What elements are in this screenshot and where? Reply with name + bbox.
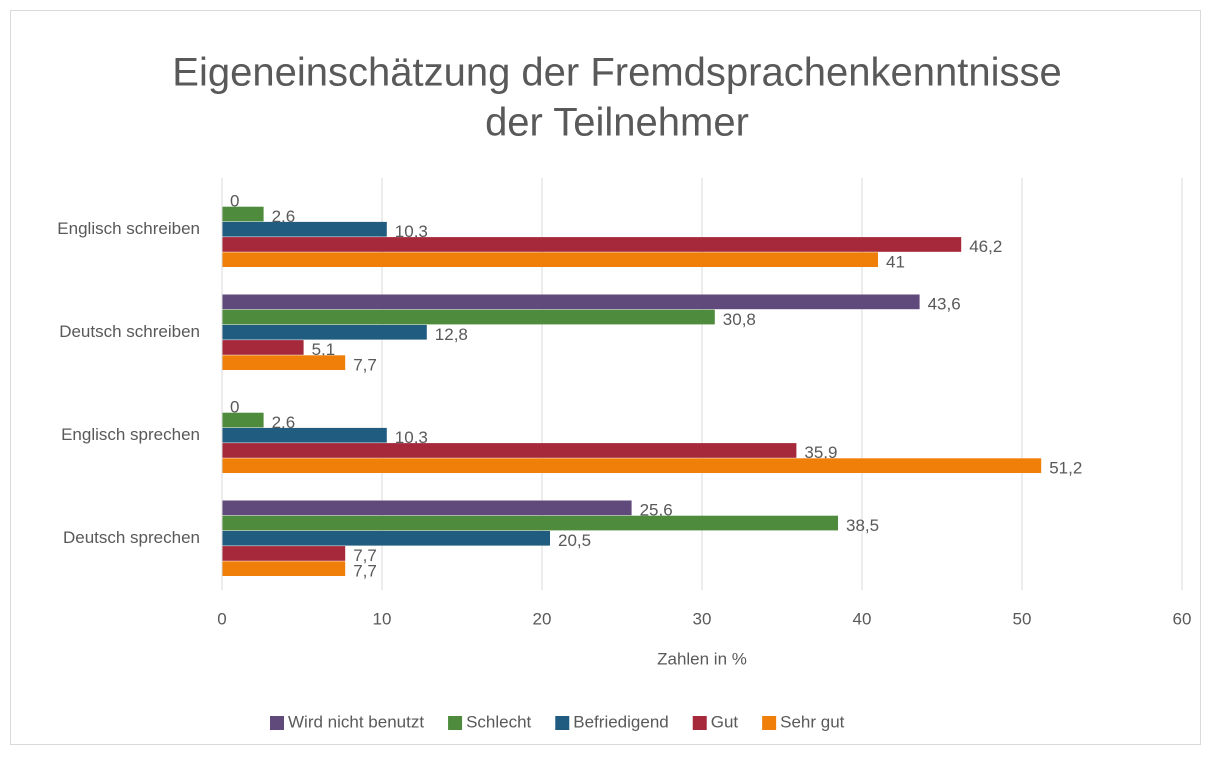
chart-border — [10, 10, 1201, 745]
x-tick-label: 20 — [533, 609, 552, 628]
bar — [222, 206, 264, 222]
bar — [222, 309, 715, 325]
x-tick-label: 60 — [1173, 609, 1192, 628]
bar — [222, 355, 346, 370]
legend-swatch — [692, 716, 707, 730]
legend-label: Wird nicht benutzt — [288, 712, 424, 731]
bar — [222, 515, 838, 531]
y-tick-label: Deutsch sprechen — [63, 528, 200, 547]
legend-swatch — [555, 716, 570, 730]
bar — [222, 294, 920, 310]
legend-swatch — [762, 716, 777, 730]
data-label: 10,3 — [395, 222, 428, 241]
data-label: 38,5 — [846, 516, 879, 535]
legend-swatch — [270, 716, 284, 730]
data-label: 20,5 — [558, 531, 591, 550]
bar — [222, 324, 427, 340]
data-label: 0 — [230, 192, 239, 211]
bar — [222, 221, 387, 237]
data-label: 46,2 — [969, 237, 1002, 256]
data-label: 2,6 — [272, 207, 296, 226]
bar — [222, 412, 264, 428]
data-label: 10,3 — [395, 428, 428, 447]
bar — [222, 458, 1042, 473]
legend-label: Sehr gut — [780, 712, 845, 731]
bar — [222, 530, 550, 546]
bar — [222, 427, 387, 443]
data-label: 0 — [230, 398, 239, 417]
bar — [222, 237, 962, 252]
data-label: 12,8 — [435, 325, 468, 344]
bar — [222, 340, 304, 355]
data-label: 51,2 — [1049, 458, 1082, 477]
y-tick-label: Deutsch schreiben — [59, 322, 200, 341]
y-tick-label: Englisch sprechen — [61, 425, 200, 444]
x-tick-label: 10 — [373, 609, 392, 628]
data-label: 25,6 — [640, 501, 673, 520]
legend-swatch — [448, 716, 463, 730]
bar — [222, 252, 878, 267]
x-tick-label: 0 — [217, 609, 226, 628]
legend-label: Gut — [711, 712, 739, 731]
data-label: 35,9 — [804, 443, 837, 462]
bar — [222, 443, 797, 458]
bar — [222, 561, 346, 576]
data-label: 30,8 — [723, 310, 756, 329]
data-label: 2,6 — [272, 413, 296, 432]
legend-label: Schlecht — [466, 712, 531, 731]
x-tick-label: 30 — [693, 609, 712, 628]
chart-title: Eigeneinschätzung der Fremdsprachenkennt… — [172, 51, 1061, 95]
data-label: 7,7 — [353, 355, 377, 374]
chart-title: der Teilnehmer — [485, 101, 749, 145]
legend-label: Befriedigend — [573, 712, 668, 731]
data-label: 7,7 — [353, 546, 377, 565]
data-label: 7,7 — [353, 561, 377, 580]
data-label: 5,1 — [312, 340, 336, 359]
data-label: 43,6 — [928, 295, 961, 314]
x-tick-label: 40 — [853, 609, 872, 628]
x-tick-label: 50 — [1013, 609, 1032, 628]
bar — [222, 500, 632, 516]
bar — [222, 546, 346, 561]
y-tick-label: Englisch schreiben — [57, 219, 200, 238]
x-axis-label: Zahlen in % — [657, 649, 747, 668]
data-label: 41 — [886, 252, 905, 271]
